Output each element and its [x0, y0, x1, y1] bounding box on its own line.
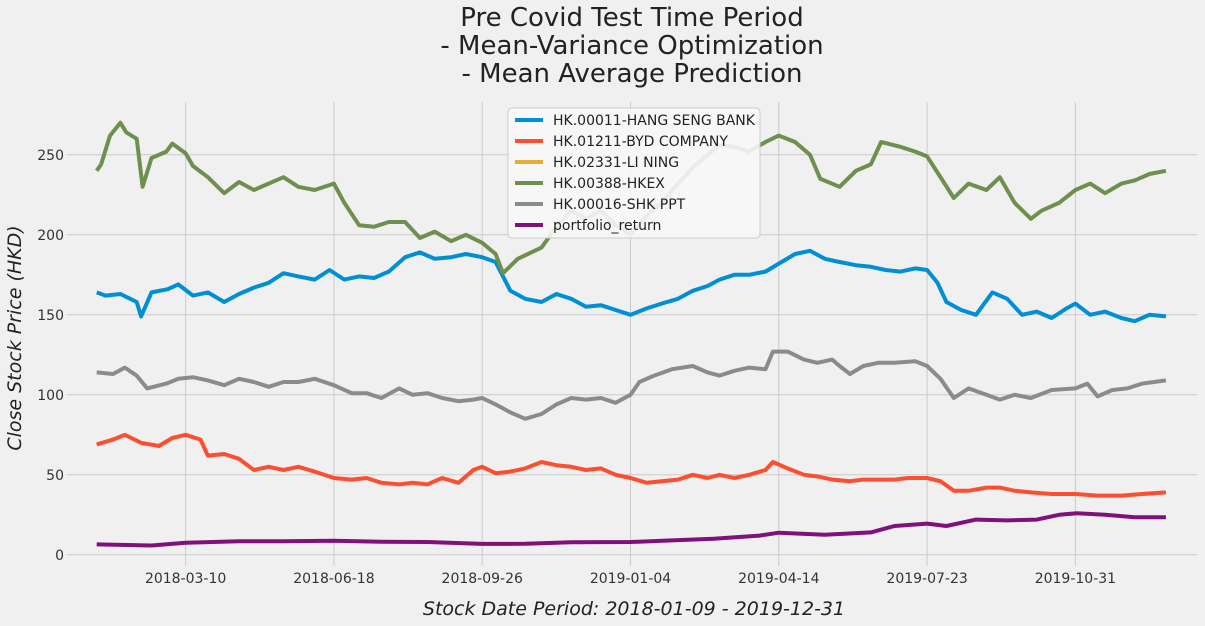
x-tick-label: 2019-04-14 [738, 571, 819, 587]
x-tick-label: 2019-01-04 [590, 571, 671, 587]
series-line-hk-00016-shk-ppt [96, 349, 1167, 421]
legend-box [507, 107, 761, 239]
y-tick-labels: 0 50 100 150 200 250 [37, 148, 64, 564]
legend-label: HK.00011-HANG SENG BANK [553, 113, 756, 129]
x-tick-label: 2018-09-26 [442, 571, 523, 587]
chart-title-line-1: Pre Covid Test Time Period [460, 3, 803, 33]
x-tick-label: 2018-06-18 [293, 571, 374, 587]
series-line-hk-00011-hang-seng-bank [96, 248, 1167, 324]
y-axis-label: Close Stock Price (HKD) [4, 225, 26, 450]
legend-label: HK.00388-HKEX [553, 176, 665, 192]
legend-label: portfolio_return [553, 218, 661, 234]
x-tick-label: 2019-10-31 [1035, 571, 1116, 587]
series-line-hk-01211-byd-company [96, 432, 1167, 498]
legend-label: HK.01211-BYD COMPANY [553, 134, 728, 150]
x-axis-label: Stock Date Period: 2018-01-09 - 2019-12-… [423, 598, 845, 620]
x-tick-label: 2018-03-10 [145, 571, 226, 587]
chart-title-line-2: - Mean-Variance Optimization [440, 31, 823, 61]
x-tick-labels: 2018-03-10 2018-06-18 2018-09-26 2019-01-04… [145, 571, 1116, 587]
x-tick-label: 2019-07-23 [886, 571, 967, 587]
y-tick-label: 250 [37, 148, 64, 164]
legend-label: HK.00016-SHK PPT [553, 197, 686, 213]
legend-label: HK.02331-LI NING [553, 155, 679, 171]
y-tick-label: 150 [37, 308, 64, 324]
y-tick-label: 100 [37, 388, 64, 404]
y-tick-label: 0 [55, 548, 64, 564]
y-tick-label: 200 [37, 228, 64, 244]
chart-title-line-3: - Mean Average Prediction [462, 59, 803, 89]
series-line-portfolio-return [96, 511, 1166, 548]
legend: HK.00011-HANG SENG BANK HK.01211-BYD COMP… [507, 107, 761, 239]
y-tick-label: 50 [46, 468, 64, 484]
chart-title: Pre Covid Test Time Period - Mean-Varian… [440, 3, 823, 89]
